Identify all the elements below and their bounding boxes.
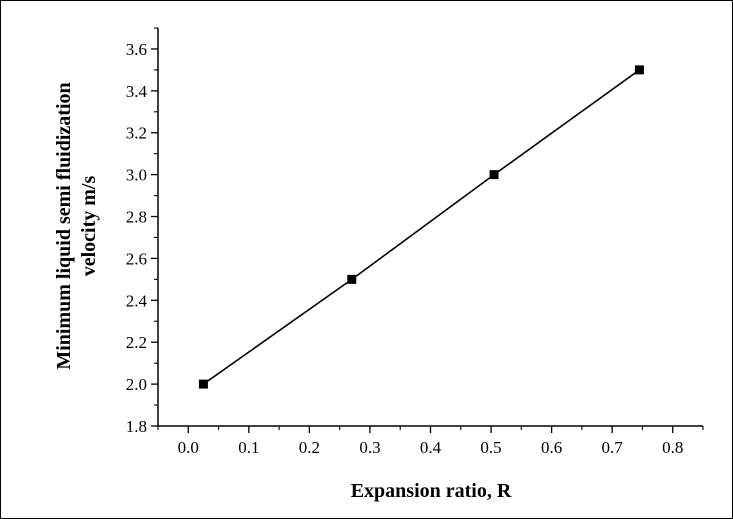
tick-labels: 0.0 0.1 0.2 0.3 0.4 0.5 0.6 0.7 0.8 1.8 2.0 2.2 2.4 2… xyxy=(126,40,684,457)
x-tick-label: 0.4 xyxy=(420,438,442,457)
y-tick-label: 3.2 xyxy=(126,124,147,143)
y-axis-title-line-2: velocity m/s xyxy=(78,176,100,277)
x-tick-label: 0.2 xyxy=(299,438,320,457)
y-tick-label: 3.6 xyxy=(126,40,147,59)
y-tick-label: 2.4 xyxy=(126,291,148,310)
data-point-marker xyxy=(347,274,357,284)
data-series xyxy=(198,65,644,389)
tick-marks xyxy=(151,27,704,433)
x-tick-label: 0.0 xyxy=(178,438,199,457)
data-point-marker xyxy=(489,170,499,180)
x-tick-label: 0.8 xyxy=(662,438,683,457)
y-tick-label: 2.6 xyxy=(126,249,147,268)
y-tick-label: 1.8 xyxy=(126,417,147,436)
x-tick-label: 0.3 xyxy=(359,438,380,457)
y-tick-label: 2.8 xyxy=(126,208,147,227)
x-axis-title: Expansion ratio, R xyxy=(351,480,512,502)
x-tick-label: 0.5 xyxy=(480,438,501,457)
x-tick-label: 0.6 xyxy=(541,438,562,457)
x-tick-label: 0.7 xyxy=(602,438,624,457)
y-tick-label: 3.4 xyxy=(126,82,148,101)
y-tick-label: 2.0 xyxy=(126,375,147,394)
x-tick-label: 0.1 xyxy=(238,438,259,457)
axes xyxy=(157,28,703,427)
series-line xyxy=(202,69,640,385)
y-tick-label: 3.0 xyxy=(126,166,147,185)
data-point-marker xyxy=(198,379,208,389)
data-point-marker xyxy=(634,65,644,75)
y-axis-title-line-1: Minimum liquid semi fluidization xyxy=(53,82,75,369)
y-tick-label: 2.2 xyxy=(126,333,147,352)
